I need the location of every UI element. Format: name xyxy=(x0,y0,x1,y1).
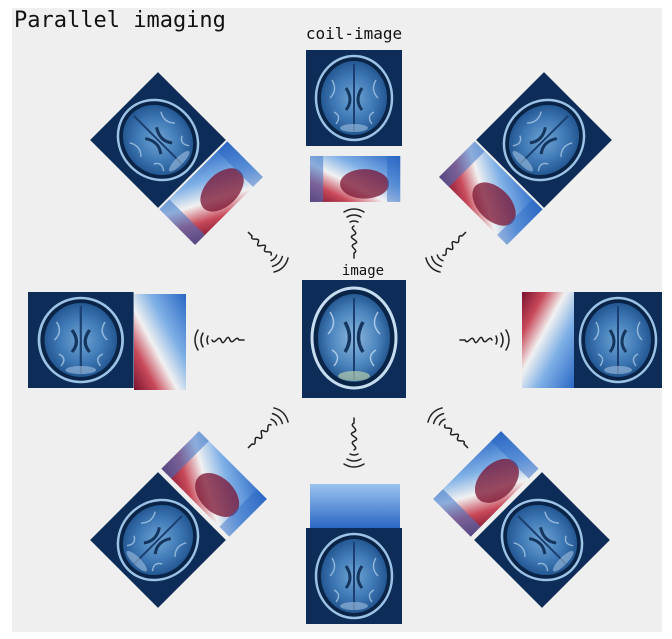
coil-top xyxy=(304,48,404,259)
coil-bottom-left xyxy=(88,405,291,610)
wave-icon-right xyxy=(459,329,510,351)
coil-image-label: coil-image xyxy=(305,24,403,43)
wave-icon-bottom xyxy=(343,417,365,468)
wave-icon-top-left xyxy=(240,224,291,275)
coil-bottom xyxy=(304,417,404,626)
center-image xyxy=(302,280,406,398)
coil-image-bottom xyxy=(304,526,404,626)
coil-image-top xyxy=(304,48,404,148)
coil-image-left xyxy=(26,290,136,390)
coil-right xyxy=(459,290,662,390)
coil-bottom-right xyxy=(425,405,612,610)
diagram-canvas: Parallel imaging coil-image image xyxy=(12,8,662,632)
sensitivity-map-top xyxy=(310,156,401,202)
wave-icon-top xyxy=(343,208,365,259)
coil-top-left xyxy=(88,70,291,275)
coil-image-right xyxy=(568,290,662,390)
sensitivity-map-bottom xyxy=(310,484,400,528)
diagram-title: Parallel imaging xyxy=(14,8,226,33)
wave-icon-bottom-left xyxy=(240,405,291,456)
coil-left xyxy=(26,290,245,390)
wave-icon-left xyxy=(194,329,245,351)
sensitivity-map-right xyxy=(522,292,574,388)
wave-icon-bottom-right xyxy=(425,405,476,456)
wave-icon-top-right xyxy=(423,224,474,275)
coil-top-right xyxy=(423,70,614,275)
parallel-imaging-diagram xyxy=(26,48,662,626)
sensitivity-map-left xyxy=(134,294,186,390)
image-label: image xyxy=(341,263,385,279)
